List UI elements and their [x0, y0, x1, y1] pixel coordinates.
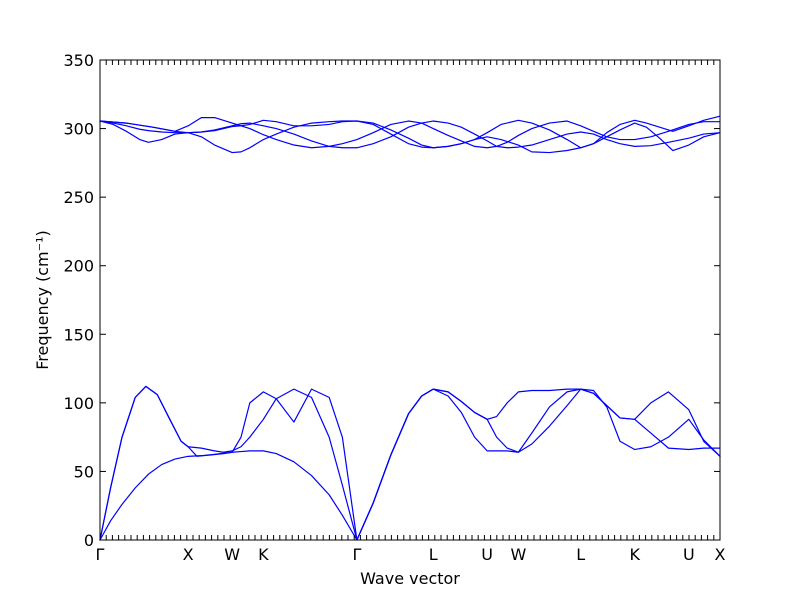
x-tick-label: Γ — [96, 545, 105, 564]
plot-background — [100, 60, 720, 540]
x-axis-label: Wave vector — [360, 569, 460, 588]
x-tick-label: W — [510, 545, 526, 564]
y-tick-label: 250 — [63, 188, 94, 207]
x-tick-label: X — [183, 545, 194, 564]
x-tick-label: U — [683, 545, 695, 564]
y-tick-label: 300 — [63, 120, 94, 139]
phonon-branch-7 — [99, 120, 721, 154]
phonon-branch-5 — [99, 120, 721, 149]
x-tick-label: U — [481, 545, 493, 564]
x-tick-label: K — [629, 545, 640, 564]
series-group — [99, 115, 721, 541]
x-tick-label: K — [258, 545, 269, 564]
y-tick-label: 100 — [63, 394, 94, 413]
y-ticks: 0 50 100 150 200 250 300 350 — [63, 51, 720, 550]
x-tick-label: Γ — [352, 545, 361, 564]
plot-frame — [99, 59, 721, 541]
x-tick-label: L — [429, 545, 438, 564]
x-tick-label: X — [715, 545, 726, 564]
y-tick-label: 200 — [63, 257, 94, 276]
y-axis-label: Frequency (cm⁻¹) — [33, 230, 52, 369]
phonon-branch-3 — [99, 385, 721, 541]
x-tick-label: W — [224, 545, 240, 564]
y-tick-label: 150 — [63, 325, 94, 344]
y-tick-label: 0 — [84, 531, 94, 550]
x-tick-label: L — [576, 545, 585, 564]
y-tick-label: 50 — [74, 462, 94, 481]
y-tick-label: 350 — [63, 51, 94, 70]
phonon-branch-6 — [99, 115, 721, 149]
